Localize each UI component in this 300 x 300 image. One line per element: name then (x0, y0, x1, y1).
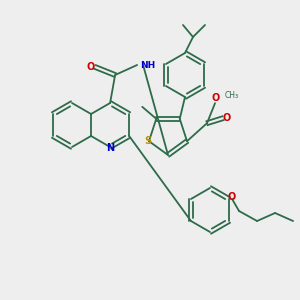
Text: S: S (144, 136, 152, 146)
Text: NH: NH (140, 61, 155, 70)
Text: O: O (223, 113, 231, 123)
Text: O: O (212, 93, 220, 103)
Text: O: O (87, 62, 95, 72)
Text: O: O (228, 192, 236, 202)
Text: N: N (106, 143, 114, 153)
Text: CH₃: CH₃ (225, 91, 239, 100)
